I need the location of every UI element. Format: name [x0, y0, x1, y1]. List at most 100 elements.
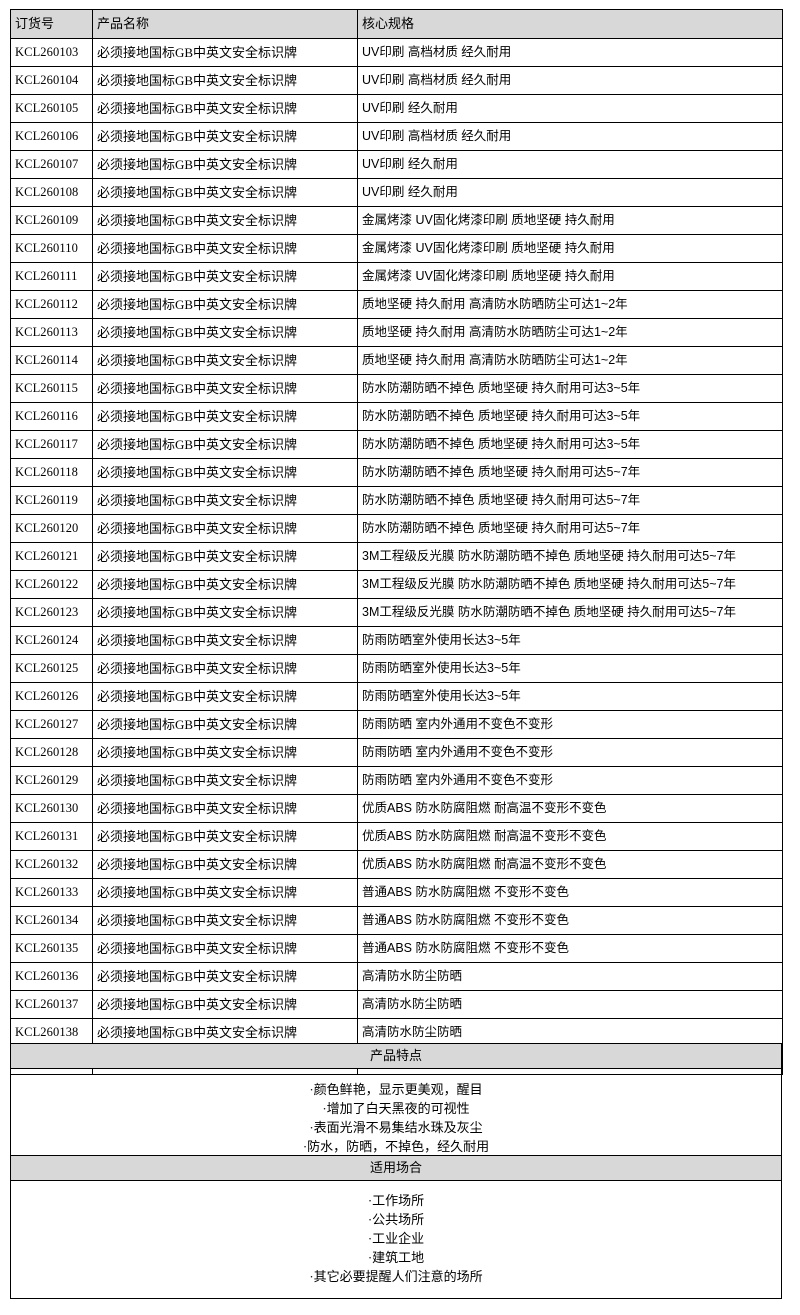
- cell-order-number: KCL260127: [10, 710, 93, 739]
- table-row: KCL260124 必须接地国标GB中英文安全标识牌 防雨防晒室外使用长达3~5年: [10, 626, 783, 655]
- table-row: KCL260103 必须接地国标GB中英文安全标识牌 UV印刷 高档材质 经久耐用: [10, 38, 783, 67]
- occasions-row: ·工作场所 ·公共场所 ·工业企业 ·建筑工地 ·其它必要提醒人们注意的场所: [10, 1180, 782, 1299]
- cell-order-number: KCL260104: [10, 66, 93, 95]
- cell-product-name: 必须接地国标GB中英文安全标识牌: [92, 206, 358, 235]
- cell-order-number: KCL260128: [10, 738, 93, 767]
- cell-product-name: 必须接地国标GB中英文安全标识牌: [92, 878, 358, 907]
- features-list: ·颜色鲜艳，显示更美观，醒目 ·增加了白天黑夜的可视性 ·表面光滑不易集结水珠及灰尘…: [10, 1068, 782, 1170]
- cell-order-number: KCL260112: [10, 290, 93, 319]
- table-row: KCL260123 必须接地国标GB中英文安全标识牌 3M工程级反光膜 防水防潮防晒…: [10, 598, 783, 627]
- cell-order-number: KCL260134: [10, 906, 93, 935]
- features-row: ·颜色鲜艳，显示更美观，醒目 ·增加了白天黑夜的可视性 ·表面光滑不易集结水珠及灰尘…: [10, 1068, 782, 1170]
- table-row: KCL260107 必须接地国标GB中英文安全标识牌 UV印刷 经久耐用: [10, 150, 783, 179]
- cell-core-spec: 3M工程级反光膜 防水防潮防晒不掉色 质地坚硬 持久耐用可达5~7年: [357, 542, 783, 571]
- cell-product-name: 必须接地国标GB中英文安全标识牌: [92, 598, 358, 627]
- cell-core-spec: 金属烤漆 UV固化烤漆印刷 质地坚硬 持久耐用: [357, 234, 783, 263]
- cell-order-number: KCL260135: [10, 934, 93, 963]
- cell-core-spec: 防雨防晒 室内外通用不变色不变形: [357, 738, 783, 767]
- table-row: KCL260114 必须接地国标GB中英文安全标识牌 质地坚硬 持久耐用 高清防水防…: [10, 346, 783, 375]
- cell-order-number: KCL260115: [10, 374, 93, 403]
- table-row: KCL260128 必须接地国标GB中英文安全标识牌 防雨防晒 室内外通用不变色不变…: [10, 738, 783, 767]
- cell-order-number: KCL260131: [10, 822, 93, 851]
- cell-product-name: 必须接地国标GB中英文安全标识牌: [92, 710, 358, 739]
- cell-core-spec: 普通ABS 防水防腐阻燃 不变形不变色: [357, 934, 783, 963]
- table-row: KCL260133 必须接地国标GB中英文安全标识牌 普通ABS 防水防腐阻燃 不变…: [10, 878, 783, 907]
- features-header-row: 产品特点: [10, 1043, 782, 1069]
- cell-core-spec: 质地坚硬 持久耐用 高清防水防晒防尘可达1~2年: [357, 290, 783, 319]
- cell-order-number: KCL260114: [10, 346, 93, 375]
- cell-order-number: KCL260138: [10, 1018, 93, 1047]
- features-title: 产品特点: [10, 1043, 782, 1069]
- cell-product-name: 必须接地国标GB中英文安全标识牌: [92, 570, 358, 599]
- cell-order-number: KCL260137: [10, 990, 93, 1019]
- cell-product-name: 必须接地国标GB中英文安全标识牌: [92, 906, 358, 935]
- column-header-product-name: 产品名称: [92, 9, 358, 39]
- features-body: ·颜色鲜艳，显示更美观，醒目 ·增加了白天黑夜的可视性 ·表面光滑不易集结水珠及灰尘…: [10, 1068, 782, 1170]
- cell-core-spec: UV印刷 经久耐用: [357, 178, 783, 207]
- column-header-core-spec: 核心规格: [357, 9, 783, 39]
- table-row: KCL260130 必须接地国标GB中英文安全标识牌 优质ABS 防水防腐阻燃 耐高…: [10, 794, 783, 823]
- cell-core-spec: 防水防潮防晒不掉色 质地坚硬 持久耐用可达5~7年: [357, 458, 783, 487]
- cell-order-number: KCL260103: [10, 38, 93, 67]
- cell-core-spec: 防雨防晒 室内外通用不变色不变形: [357, 766, 783, 795]
- cell-product-name: 必须接地国标GB中英文安全标识牌: [92, 122, 358, 151]
- cell-product-name: 必须接地国标GB中英文安全标识牌: [92, 738, 358, 767]
- cell-order-number: KCL260121: [10, 542, 93, 571]
- table-row: KCL260111 必须接地国标GB中英文安全标识牌 金属烤漆 UV固化烤漆印刷 质…: [10, 262, 783, 291]
- cell-product-name: 必须接地国标GB中英文安全标识牌: [92, 654, 358, 683]
- cell-product-name: 必须接地国标GB中英文安全标识牌: [92, 66, 358, 95]
- table-row: KCL260106 必须接地国标GB中英文安全标识牌 UV印刷 高档材质 经久耐用: [10, 122, 783, 151]
- cell-core-spec: 普通ABS 防水防腐阻燃 不变形不变色: [357, 878, 783, 907]
- cell-core-spec: 防水防潮防晒不掉色 质地坚硬 持久耐用可达5~7年: [357, 486, 783, 515]
- cell-core-spec: UV印刷 高档材质 经久耐用: [357, 122, 783, 151]
- table-row: KCL260131 必须接地国标GB中英文安全标识牌 优质ABS 防水防腐阻燃 耐高…: [10, 822, 783, 851]
- occasion-item: ·工业企业: [367, 1231, 425, 1246]
- table-row: KCL260105 必须接地国标GB中英文安全标识牌 UV印刷 经久耐用: [10, 94, 783, 123]
- cell-core-spec: 3M工程级反光膜 防水防潮防晒不掉色 质地坚硬 持久耐用可达5~7年: [357, 598, 783, 627]
- table-row: KCL260120 必须接地国标GB中英文安全标识牌 防水防潮防晒不掉色 质地坚硬 …: [10, 514, 783, 543]
- cell-product-name: 必须接地国标GB中英文安全标识牌: [92, 766, 358, 795]
- cell-order-number: KCL260133: [10, 878, 93, 907]
- table-header: 订货号 产品名称 核心规格: [10, 9, 783, 39]
- cell-order-number: KCL260119: [10, 486, 93, 515]
- cell-order-number: KCL260118: [10, 458, 93, 487]
- table-row: KCL260122 必须接地国标GB中英文安全标识牌 3M工程级反光膜 防水防潮防晒…: [10, 570, 783, 599]
- cell-core-spec: 3M工程级反光膜 防水防潮防晒不掉色 质地坚硬 持久耐用可达5~7年: [357, 570, 783, 599]
- cell-product-name: 必须接地国标GB中英文安全标识牌: [92, 542, 358, 571]
- cell-product-name: 必须接地国标GB中英文安全标识牌: [92, 318, 358, 347]
- cell-order-number: KCL260110: [10, 234, 93, 263]
- cell-order-number: KCL260130: [10, 794, 93, 823]
- feature-item: ·防水，防晒，不掉色，经久耐用: [302, 1139, 490, 1154]
- cell-product-name: 必须接地国标GB中英文安全标识牌: [92, 290, 358, 319]
- column-header-order-number: 订货号: [10, 9, 93, 39]
- table-row: KCL260109 必须接地国标GB中英文安全标识牌 金属烤漆 UV固化烤漆印刷 质…: [10, 206, 783, 235]
- cell-product-name: 必须接地国标GB中英文安全标识牌: [92, 514, 358, 543]
- cell-order-number: KCL260113: [10, 318, 93, 347]
- cell-order-number: KCL260132: [10, 850, 93, 879]
- cell-core-spec: 优质ABS 防水防腐阻燃 耐高温不变形不变色: [357, 794, 783, 823]
- cell-core-spec: 高清防水防尘防晒: [357, 990, 783, 1019]
- table-row: KCL260119 必须接地国标GB中英文安全标识牌 防水防潮防晒不掉色 质地坚硬 …: [10, 486, 783, 515]
- cell-product-name: 必须接地国标GB中英文安全标识牌: [92, 402, 358, 431]
- cell-core-spec: UV印刷 高档材质 经久耐用: [357, 66, 783, 95]
- cell-product-name: 必须接地国标GB中英文安全标识牌: [92, 458, 358, 487]
- cell-order-number: KCL260125: [10, 654, 93, 683]
- cell-product-name: 必须接地国标GB中英文安全标识牌: [92, 822, 358, 851]
- cell-core-spec: 金属烤漆 UV固化烤漆印刷 质地坚硬 持久耐用: [357, 262, 783, 291]
- cell-core-spec: UV印刷 经久耐用: [357, 94, 783, 123]
- occasion-item: ·建筑工地: [367, 1250, 425, 1265]
- cell-core-spec: 防水防潮防晒不掉色 质地坚硬 持久耐用可达3~5年: [357, 402, 783, 431]
- cell-order-number: KCL260126: [10, 682, 93, 711]
- table-row: KCL260118 必须接地国标GB中英文安全标识牌 防水防潮防晒不掉色 质地坚硬 …: [10, 458, 783, 487]
- cell-product-name: 必须接地国标GB中英文安全标识牌: [92, 346, 358, 375]
- table-row: KCL260115 必须接地国标GB中英文安全标识牌 防水防潮防晒不掉色 质地坚硬 …: [10, 374, 783, 403]
- cell-product-name: 必须接地国标GB中英文安全标识牌: [92, 486, 358, 515]
- cell-core-spec: 防雨防晒 室内外通用不变色不变形: [357, 710, 783, 739]
- cell-product-name: 必须接地国标GB中英文安全标识牌: [92, 234, 358, 263]
- cell-order-number: KCL260109: [10, 206, 93, 235]
- cell-product-name: 必须接地国标GB中英文安全标识牌: [92, 682, 358, 711]
- cell-product-name: 必须接地国标GB中英文安全标识牌: [92, 1018, 358, 1047]
- cell-core-spec: UV印刷 经久耐用: [357, 150, 783, 179]
- cell-product-name: 必须接地国标GB中英文安全标识牌: [92, 374, 358, 403]
- table-row: KCL260137 必须接地国标GB中英文安全标识牌 高清防水防尘防晒: [10, 990, 783, 1019]
